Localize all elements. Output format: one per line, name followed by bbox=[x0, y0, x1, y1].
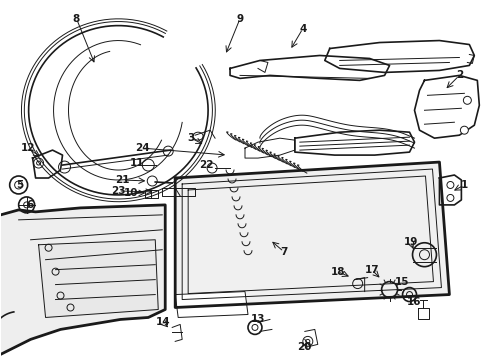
Text: 20: 20 bbox=[297, 342, 311, 352]
Text: 22: 22 bbox=[199, 160, 213, 170]
Polygon shape bbox=[439, 175, 461, 205]
Polygon shape bbox=[414, 75, 478, 138]
Polygon shape bbox=[175, 292, 247, 318]
Text: 17: 17 bbox=[364, 265, 378, 275]
Text: 19: 19 bbox=[403, 237, 417, 247]
Polygon shape bbox=[39, 240, 158, 318]
Text: 5: 5 bbox=[16, 180, 23, 190]
Ellipse shape bbox=[463, 96, 470, 104]
Text: 14: 14 bbox=[156, 318, 170, 328]
Polygon shape bbox=[229, 55, 389, 80]
Text: 1: 1 bbox=[460, 180, 467, 190]
Polygon shape bbox=[175, 162, 448, 307]
Polygon shape bbox=[244, 138, 294, 158]
Text: 24: 24 bbox=[135, 143, 149, 153]
Text: 12: 12 bbox=[20, 143, 35, 153]
Text: 3: 3 bbox=[187, 133, 194, 143]
Text: 2: 2 bbox=[455, 71, 462, 80]
Ellipse shape bbox=[459, 126, 468, 134]
Text: 7: 7 bbox=[280, 247, 287, 257]
Text: 8: 8 bbox=[73, 14, 80, 24]
Text: 18: 18 bbox=[330, 267, 344, 276]
Text: 13: 13 bbox=[250, 314, 264, 324]
Text: 21: 21 bbox=[115, 175, 129, 185]
Polygon shape bbox=[33, 150, 62, 178]
Text: 15: 15 bbox=[394, 276, 409, 287]
Text: 4: 4 bbox=[299, 24, 306, 33]
Text: 11: 11 bbox=[130, 158, 144, 168]
Text: 16: 16 bbox=[407, 297, 421, 306]
Text: 10: 10 bbox=[124, 188, 138, 198]
Polygon shape bbox=[294, 130, 414, 155]
Text: 23: 23 bbox=[111, 186, 125, 196]
Polygon shape bbox=[324, 41, 473, 72]
Polygon shape bbox=[0, 205, 165, 354]
Text: 6: 6 bbox=[26, 200, 33, 210]
Text: 9: 9 bbox=[236, 14, 243, 24]
